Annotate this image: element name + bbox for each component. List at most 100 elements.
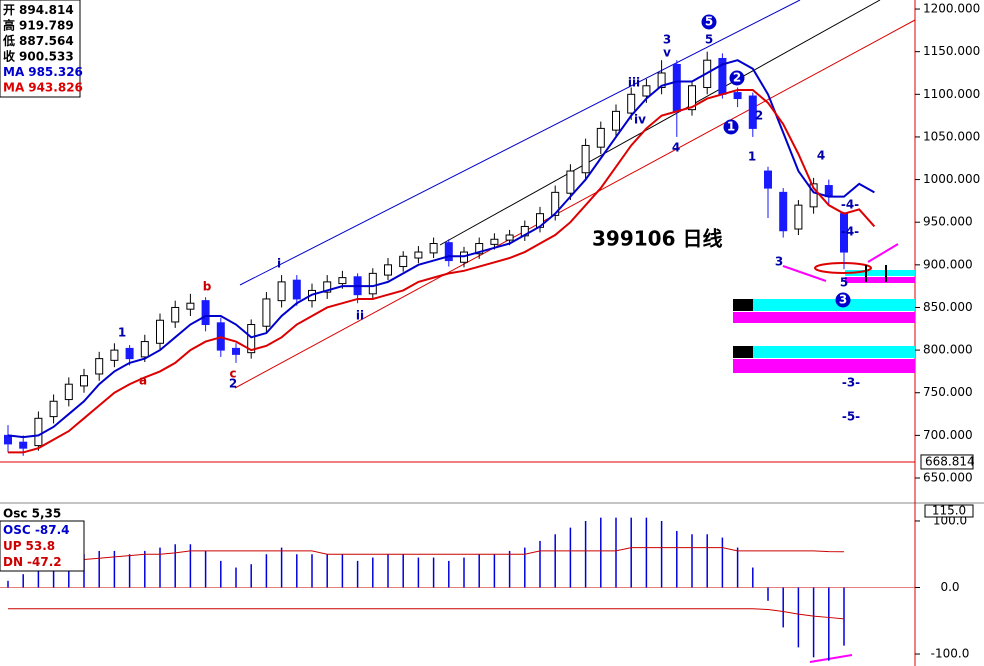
candle-body [338,277,347,285]
y-tick-label: 1100.000 [923,87,980,101]
y-tick-label: 650.000 [923,471,973,485]
legend-value: 894.814 [19,3,74,17]
legend-value: -47.2 [27,555,62,569]
arrow [867,243,899,263]
candle-body [429,243,438,254]
wave-label: 5 [705,15,713,29]
wave-label: -5- [842,410,860,424]
wave-label: iv [634,113,646,127]
candle-body [399,255,408,268]
candle-body [505,234,514,241]
candle-body [688,85,696,111]
candle-body [551,191,560,216]
legend-entry: 高 919.789 [3,17,74,32]
y-tick-label: 800.000 [923,343,973,357]
wave-circle [701,14,717,30]
wave-label: c [229,367,236,381]
y-tick-label: 1150.000 [923,44,980,58]
legend-label: UP [3,539,22,553]
wave-label: iii [628,76,640,90]
candle-body [232,347,240,355]
wave-label: -4- [841,225,859,239]
y-tick-label: 1000.000 [923,172,980,186]
y-tick-label: -100.0 [931,647,970,661]
candle-body [444,242,453,262]
candle-body [201,300,210,326]
legend-value: 943.826 [28,80,83,94]
candle-body [642,85,651,97]
legend-label: 高 [3,17,15,32]
legend-label: OSC [3,523,31,537]
legend-value: 985.326 [28,65,83,79]
channel-lower [234,19,916,389]
legend-entry: MA 985.326 [3,65,83,79]
candle-body [64,383,73,401]
candle-body [627,93,636,114]
candle-body [612,110,620,131]
wave-label: ii [356,309,364,323]
y-tick-label: 900.000 [923,257,973,271]
legend-value: 919.789 [19,18,74,32]
legend-entry: UP 53.8 [3,539,55,553]
legend-entry: MA 943.826 [3,80,83,94]
target-band [845,277,915,283]
candle-body [171,306,180,323]
candle-body [368,272,377,295]
target-band [733,359,915,373]
band-line [7,547,845,565]
wave-label: 4 [817,149,825,163]
candle-body [19,441,28,449]
y-tick-label: 0.0 [940,580,959,594]
current-box [924,504,974,518]
candle-body [733,92,742,100]
candle-body [657,72,666,88]
wave-label: v [663,46,671,60]
legend-entry: 开 894.814 [3,3,74,17]
wave-label: -4- [841,198,859,212]
candle-body [140,341,149,358]
candle-body [566,170,575,194]
candle-body [581,144,590,174]
wave-label: 2 [229,377,237,391]
legend-value: 900.533 [19,49,74,63]
target-band [733,346,753,358]
wave-label: 5 [840,276,848,290]
ma-line [8,89,876,454]
legend-value: -87.4 [35,523,70,537]
legend-value: 887.564 [19,34,74,48]
wave-label: 3 [663,33,671,47]
wave-label: 5 [705,33,713,47]
wave-label: i [277,257,281,271]
wave-label: 1 [748,150,756,164]
legend-entry: 收 900.533 [3,48,74,63]
target-band [753,346,915,358]
wave-label: 1 [727,120,735,134]
candle-body [49,400,58,418]
legend-label: 开 [3,3,15,17]
candle-body [34,417,43,447]
target-band [753,299,915,311]
wave-label: 3 [775,255,783,269]
candle-body [323,281,332,293]
wave-label: 2 [733,71,741,85]
legend-box [0,0,81,98]
legend-entry: OSC -87.4 [3,523,70,537]
wave-label: a [139,374,147,388]
candle-body [809,183,818,208]
legend-entry: DN -47.2 [3,555,62,569]
wave-label: 3 [839,293,847,307]
highlight-oval [814,262,872,274]
cursor-box [920,454,974,470]
y-tick-label: 700.000 [923,428,973,442]
target-band [733,299,753,311]
candle-body [247,324,256,354]
candle-body [779,191,788,232]
legend-label: DN [3,555,23,569]
candle-body [672,63,681,112]
candle-body [384,264,392,276]
candle-body [764,170,772,189]
candle-body [110,349,119,361]
candle-body [292,279,301,300]
